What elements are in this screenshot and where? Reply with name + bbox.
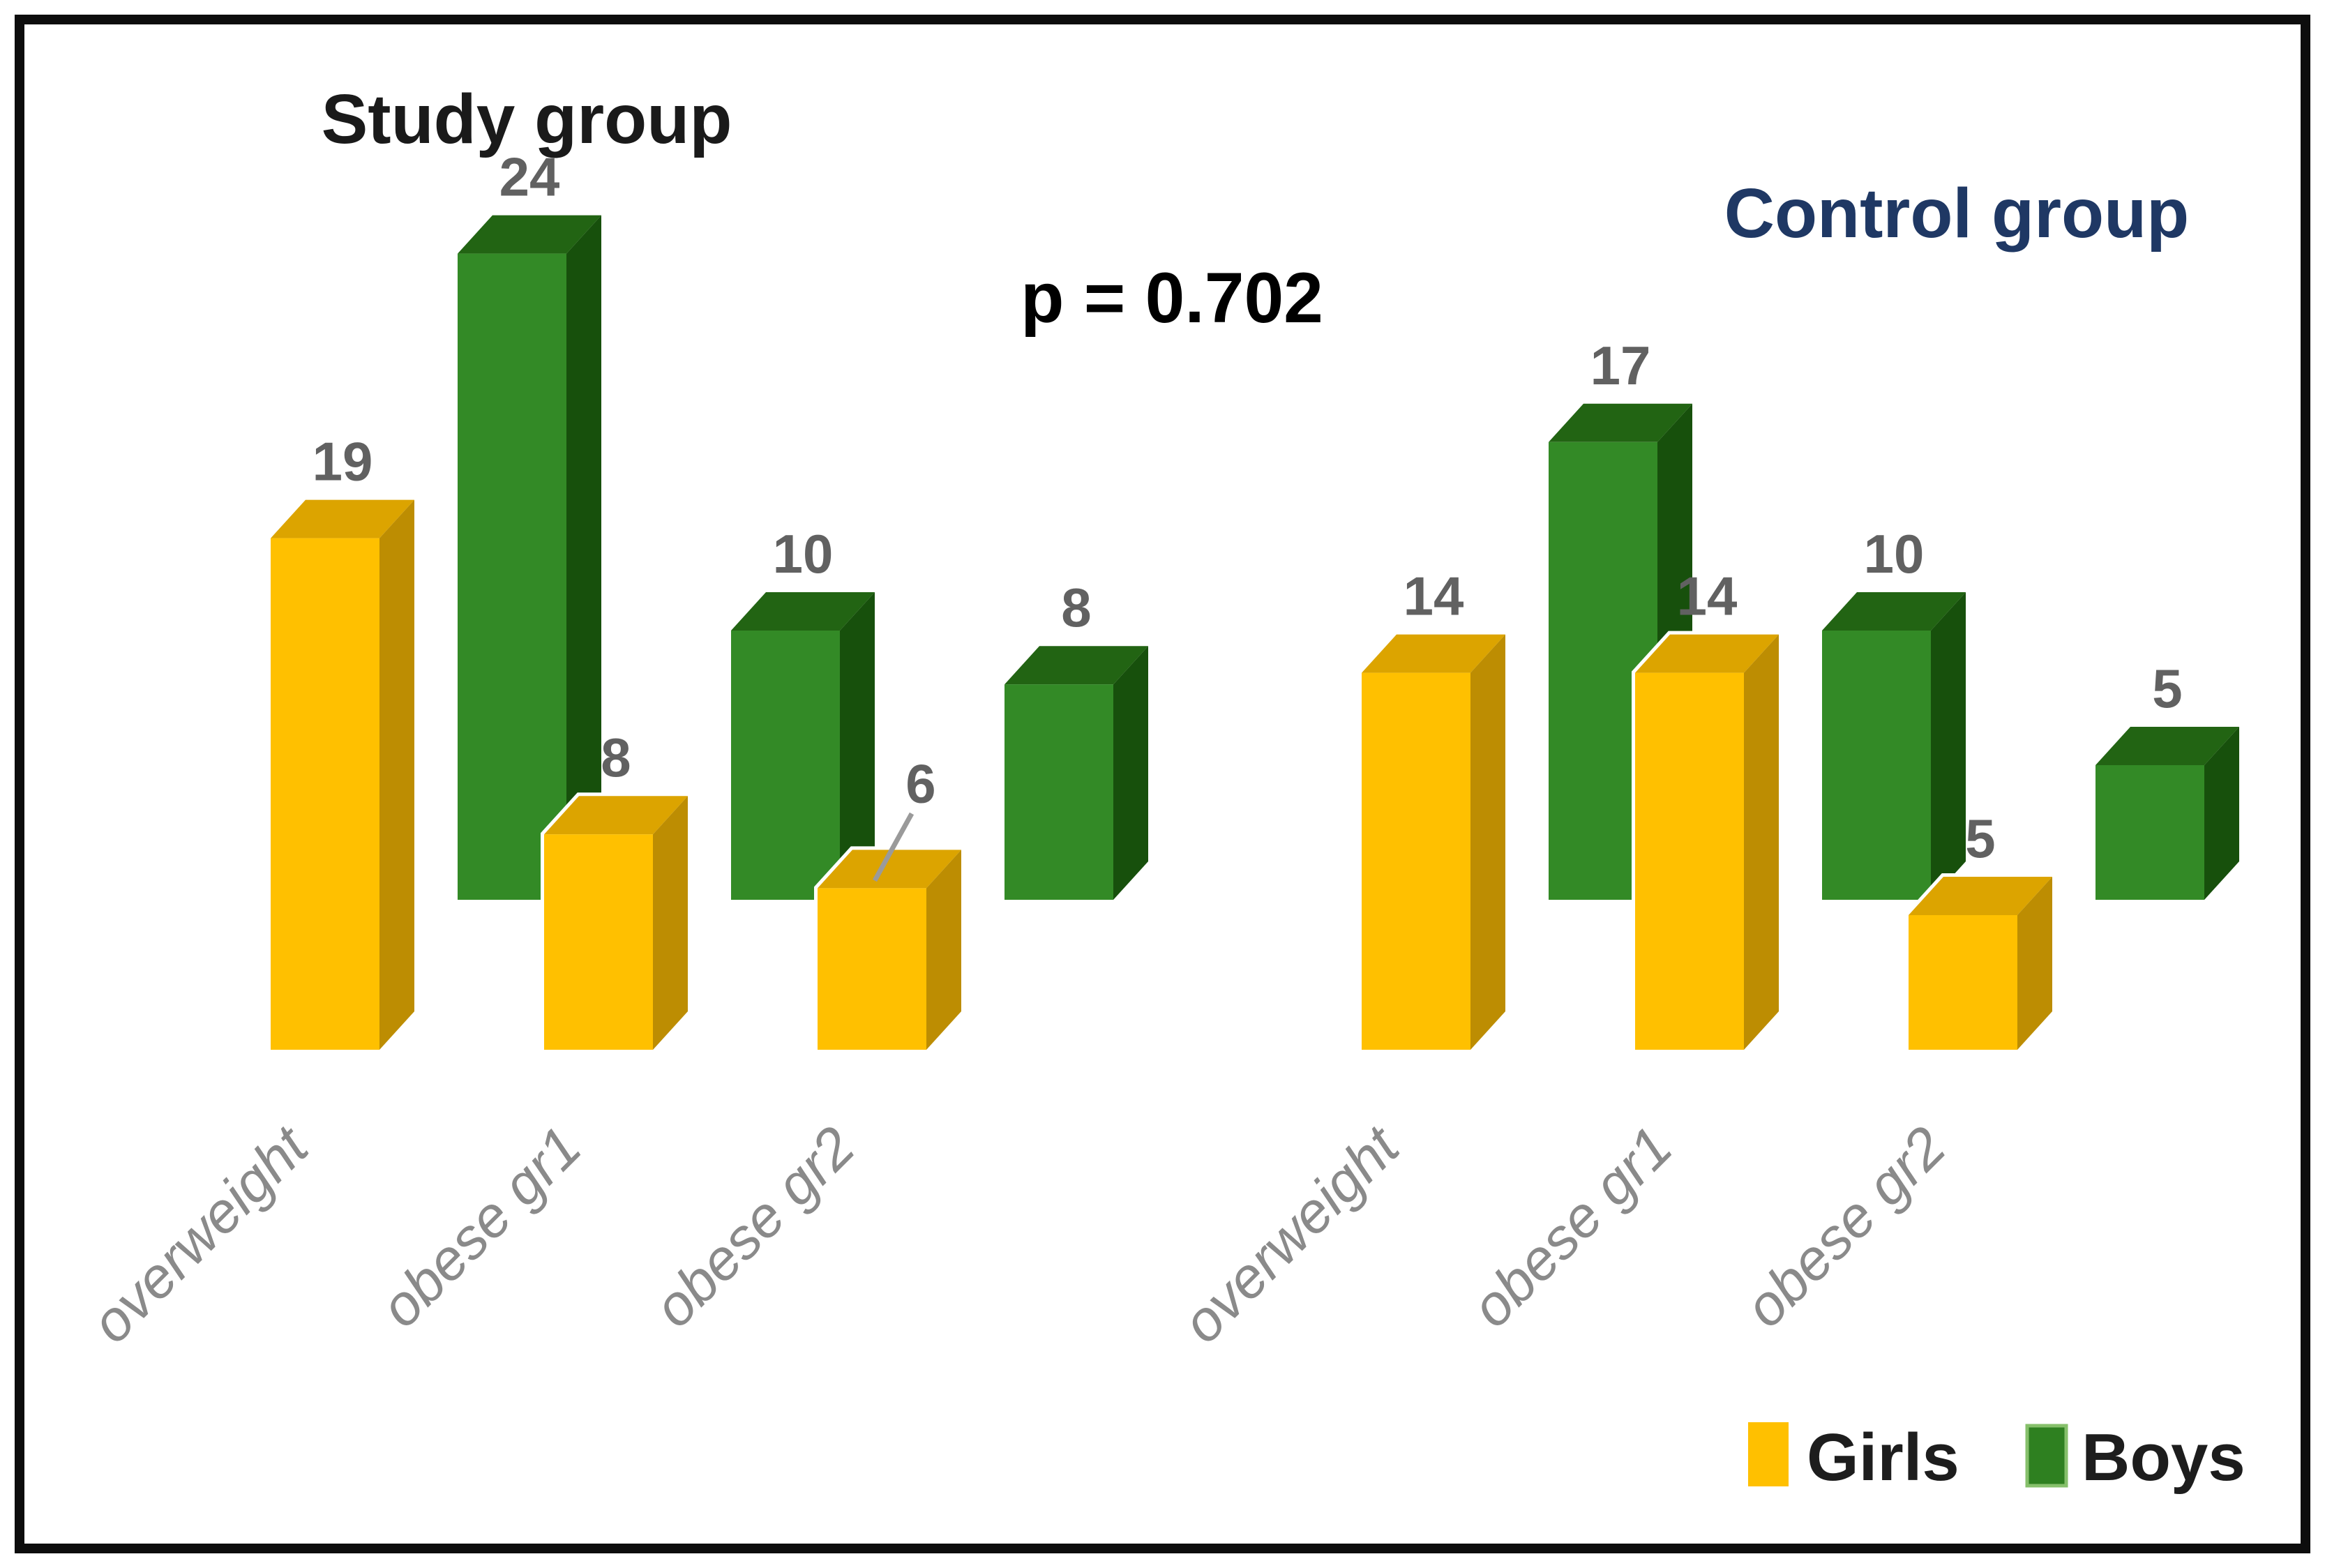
value-label: 5 xyxy=(2152,658,2182,719)
value-label: 5 xyxy=(1965,808,1995,869)
bar-girls-obese gr1 xyxy=(541,792,691,1053)
bar-front-face xyxy=(818,888,926,1050)
bar-front-face xyxy=(1635,672,1744,1050)
bar-girls-obese gr2 xyxy=(1905,873,2056,1053)
bar-side-face xyxy=(653,796,688,1050)
bar-side-face xyxy=(926,850,961,1050)
value-labels-layer: 24 10 8 19 8 6 17 10 5 14 14 5 xyxy=(313,146,2183,882)
bars-layer xyxy=(267,215,2239,1053)
bar-top-face xyxy=(731,592,875,631)
bar-boys-obese gr1 xyxy=(1822,592,1966,900)
bar-boys-obese gr2 xyxy=(1005,646,1148,900)
bar-side-face xyxy=(1113,646,1148,900)
bar-front-face xyxy=(544,834,653,1050)
bar-side-face xyxy=(1744,634,1779,1050)
bar-girls-overweight xyxy=(267,496,418,1053)
bar-side-face xyxy=(2017,877,2052,1050)
legend-girls-swatch xyxy=(1748,1422,1789,1486)
bar-top-face xyxy=(544,796,688,835)
bar-front-face xyxy=(2095,765,2204,900)
bar-top-face xyxy=(458,215,601,254)
legend-girls-label: Girls xyxy=(1807,1420,1959,1495)
bar-top-face xyxy=(818,850,961,889)
value-label: 19 xyxy=(313,431,373,492)
bar-side-face xyxy=(1470,634,1505,1050)
legend: Girls Boys xyxy=(1748,1420,2245,1495)
leader-line xyxy=(872,812,915,882)
legend-boys-label: Boys xyxy=(2082,1420,2245,1495)
bar-top-face xyxy=(2095,727,2239,765)
bar-boys-overweight xyxy=(458,215,601,900)
bar-front-face xyxy=(1822,631,1931,900)
value-label: 8 xyxy=(601,727,631,788)
bar-top-face xyxy=(1005,646,1148,685)
value-label: 10 xyxy=(1864,523,1925,585)
bar-top-face xyxy=(1635,634,1779,673)
bar-boys-obese gr1 xyxy=(731,592,875,900)
bar-front-face xyxy=(271,538,379,1050)
bar-front-face xyxy=(1005,684,1113,900)
bar-front-face xyxy=(731,631,840,900)
value-label: 10 xyxy=(773,523,834,585)
legend-boys-swatch xyxy=(2025,1424,2068,1488)
study-group-title: Study group xyxy=(322,80,732,158)
bar-side-face xyxy=(2204,727,2239,900)
bar-front-face xyxy=(458,253,566,900)
value-label: 14 xyxy=(1677,566,1738,627)
p-value-label: p = 0.702 xyxy=(1021,258,1323,338)
bar-girls-obese gr2 xyxy=(814,846,965,1053)
bar-top-face xyxy=(1822,592,1966,631)
bar-top-face xyxy=(1909,877,2052,915)
bar-boys-obese gr2 xyxy=(2095,727,2239,900)
value-label: 14 xyxy=(1404,566,1464,627)
bar-top-face xyxy=(271,499,414,538)
value-label: 8 xyxy=(1061,577,1091,638)
bar-girls-overweight xyxy=(1358,631,1509,1053)
value-label: 17 xyxy=(1590,335,1651,396)
value-label: 24 xyxy=(499,146,560,208)
bar-side-face xyxy=(1931,592,1966,900)
bar-top-face xyxy=(1362,634,1505,673)
bar-front-face xyxy=(1362,672,1470,1050)
bar-side-face xyxy=(566,215,601,900)
bar-girls-obese gr1 xyxy=(1632,631,1782,1053)
control-group-title: Control group xyxy=(1724,174,2190,252)
bar-top-face xyxy=(1549,403,1692,442)
value-label: 6 xyxy=(905,753,935,814)
bar-side-face xyxy=(379,499,414,1050)
bar-front-face xyxy=(1909,915,2017,1050)
bar-side-face xyxy=(840,592,875,900)
